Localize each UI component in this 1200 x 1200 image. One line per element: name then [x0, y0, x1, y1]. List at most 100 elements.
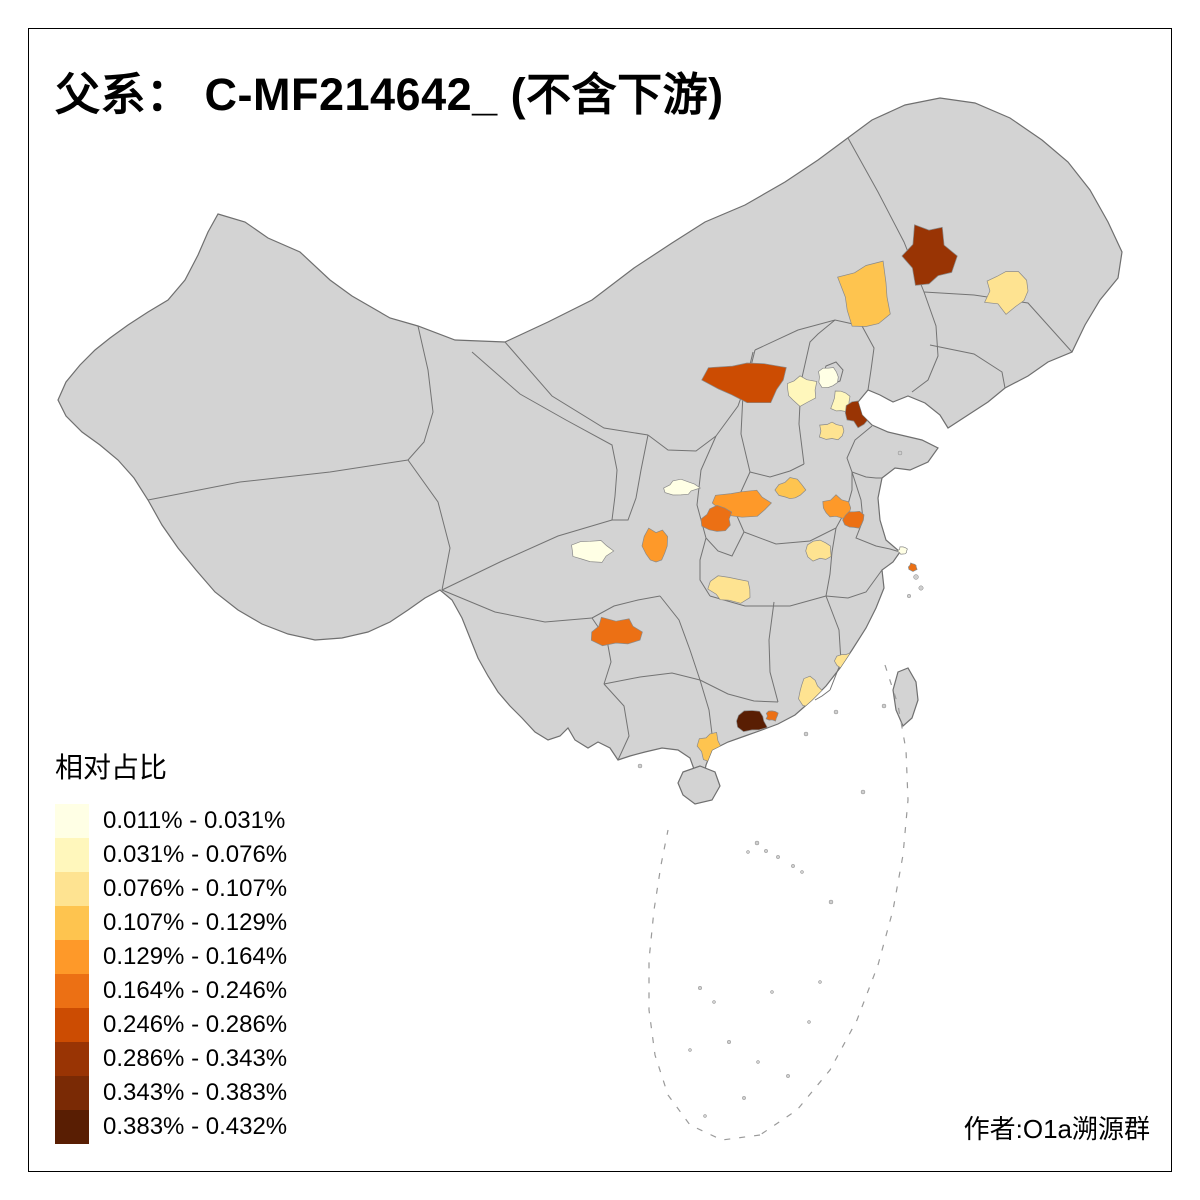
- map-geometry: [918, 585, 924, 591]
- map-geometry: [688, 1048, 692, 1052]
- legend-color-swatch: [55, 1008, 89, 1042]
- mainland-outline: [57, 97, 1123, 782]
- map-region: [700, 505, 733, 532]
- map-geometry: [742, 1096, 746, 1100]
- map-region: [765, 710, 779, 722]
- map-geometry: [697, 985, 703, 991]
- map-geometry: [860, 789, 866, 795]
- map-geometry: [746, 850, 750, 854]
- legend-item: 0.031% - 0.076%: [55, 838, 287, 872]
- map-region: [901, 224, 958, 286]
- map-geometry: [603, 683, 630, 761]
- legend-range-label: 0.286% - 0.343%: [103, 1045, 288, 1072]
- map-geometry: [699, 537, 711, 597]
- map-region: [590, 616, 643, 647]
- legend-range-label: 0.164% - 0.246%: [103, 977, 288, 1004]
- map-geometry: [825, 595, 842, 691]
- legend-item: 0.286% - 0.343%: [55, 1042, 287, 1076]
- legend-items: 0.011% - 0.031% 0.031% - 0.076% 0.076% - 0…: [55, 804, 287, 1144]
- mainland: [57, 97, 1123, 782]
- map-region: [774, 477, 807, 500]
- map-geometry: [897, 450, 903, 456]
- map-geometry: [504, 341, 649, 436]
- legend: 相对占比 0.011% - 0.031% 0.031% - 0.076% 0.076…: [55, 746, 287, 1144]
- map-geometry: [647, 434, 717, 452]
- legend-color-swatch: [55, 974, 89, 1008]
- legend-range-label: 0.129% - 0.164%: [103, 943, 288, 970]
- map-region: [818, 421, 845, 441]
- map-geometry: [756, 1060, 760, 1064]
- map-geometry: [803, 731, 809, 737]
- legend-range-label: 0.383% - 0.432%: [103, 1113, 288, 1140]
- map-region: [571, 540, 615, 563]
- legend-range-label: 0.343% - 0.383%: [103, 1079, 288, 1106]
- legend-item: 0.076% - 0.107%: [55, 872, 287, 906]
- map-geometry: [612, 434, 649, 521]
- map-region: [663, 478, 702, 496]
- map-geometry: [749, 463, 805, 478]
- legend-item: 0.246% - 0.286%: [55, 1008, 287, 1042]
- map-geometry: [770, 990, 774, 994]
- map-geometry: [800, 870, 804, 874]
- map-region: [701, 362, 787, 404]
- map-geometry: [807, 1020, 811, 1024]
- map-geometry: [441, 589, 593, 623]
- legend-range-label: 0.246% - 0.286%: [103, 1011, 288, 1038]
- map-region: [908, 562, 918, 572]
- legend-item: 0.164% - 0.246%: [55, 974, 287, 1008]
- legend-item: 0.343% - 0.383%: [55, 1076, 287, 1110]
- map-geometry: [929, 344, 1006, 389]
- legend-color-swatch: [55, 804, 89, 838]
- highlighted-regions-offshore: [896, 546, 918, 572]
- map-geometry: [791, 864, 795, 868]
- map-geometry: [407, 325, 434, 461]
- map-region: [818, 367, 839, 388]
- map-region: [822, 494, 852, 519]
- map-geometry: [828, 899, 834, 905]
- map-geometry: [768, 601, 779, 703]
- map-region: [641, 527, 668, 563]
- legend-range-label: 0.107% - 0.129%: [103, 909, 288, 936]
- map-geometry: [648, 829, 761, 1141]
- map-geometry: [147, 459, 409, 501]
- map-region: [736, 710, 768, 732]
- legend-range-label: 0.076% - 0.107%: [103, 875, 288, 902]
- map-geometry: [471, 351, 618, 521]
- sea-islets: [637, 450, 924, 1118]
- map-geometry: [603, 672, 701, 685]
- map-geometry: [851, 471, 901, 553]
- legend-range-label: 0.031% - 0.076%: [103, 841, 288, 868]
- map-geometry: [712, 1000, 716, 1004]
- legend-color-swatch: [55, 1076, 89, 1110]
- taiwan-island: [892, 667, 919, 727]
- map-geometry: [786, 1074, 790, 1078]
- map-geometry: [759, 664, 909, 1136]
- map-region: [819, 690, 835, 711]
- legend-range-label: 0.011% - 0.031%: [103, 807, 286, 834]
- map-geometry: [764, 849, 768, 853]
- map-geometry: [818, 980, 822, 984]
- legend-color-swatch: [55, 1042, 89, 1076]
- map-region: [896, 546, 908, 555]
- map-region: [837, 260, 891, 327]
- legend-item: 0.129% - 0.164%: [55, 940, 287, 974]
- map-geometry: [776, 855, 780, 859]
- map-geometry: [441, 519, 613, 591]
- attribution: 作者:O1a溯源群: [963, 1114, 1150, 1144]
- map-geometry: [709, 595, 827, 607]
- map-region: [787, 375, 818, 407]
- map-geometry: [754, 840, 760, 846]
- map-geometry: [833, 709, 839, 715]
- map-geometry: [881, 703, 887, 709]
- map-geometry: [659, 595, 701, 681]
- map-geometry: [726, 1039, 732, 1045]
- legend-item: 0.107% - 0.129%: [55, 906, 287, 940]
- map-region: [842, 510, 865, 529]
- map-geometry: [825, 569, 883, 599]
- map-geometry: [591, 595, 661, 619]
- legend-color-swatch: [55, 838, 89, 872]
- legend-color-swatch: [55, 906, 89, 940]
- map-geometry: [847, 137, 939, 393]
